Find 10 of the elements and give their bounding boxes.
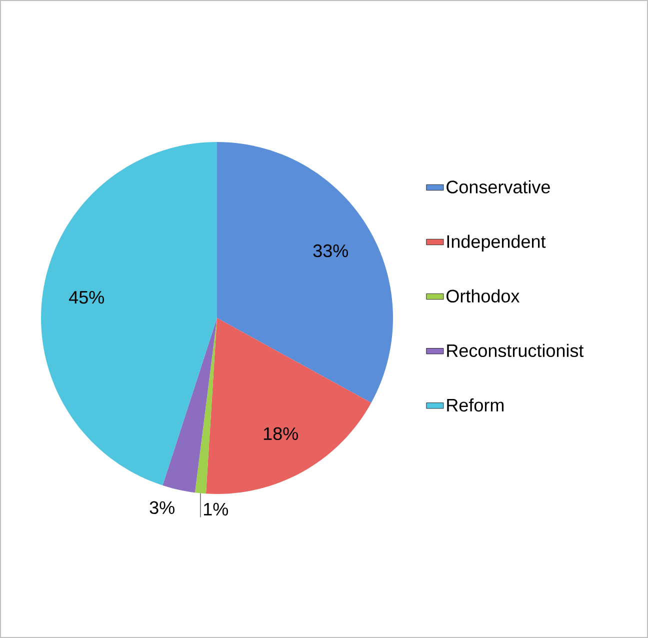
- legend-label: Orthodox: [446, 289, 520, 302]
- data-label: 1%: [204, 502, 228, 516]
- legend-label: Independent: [447, 234, 546, 252]
- data-label: 33%: [313, 244, 348, 258]
- data-label: 45%: [69, 291, 104, 304]
- legend-label: Reform: [447, 398, 504, 412]
- legend-label: Reconstructionist: [447, 344, 584, 358]
- data-label: 18%: [264, 427, 298, 440]
- data-label: 3%: [150, 501, 174, 514]
- legend-label: Conservative: [446, 180, 550, 194]
